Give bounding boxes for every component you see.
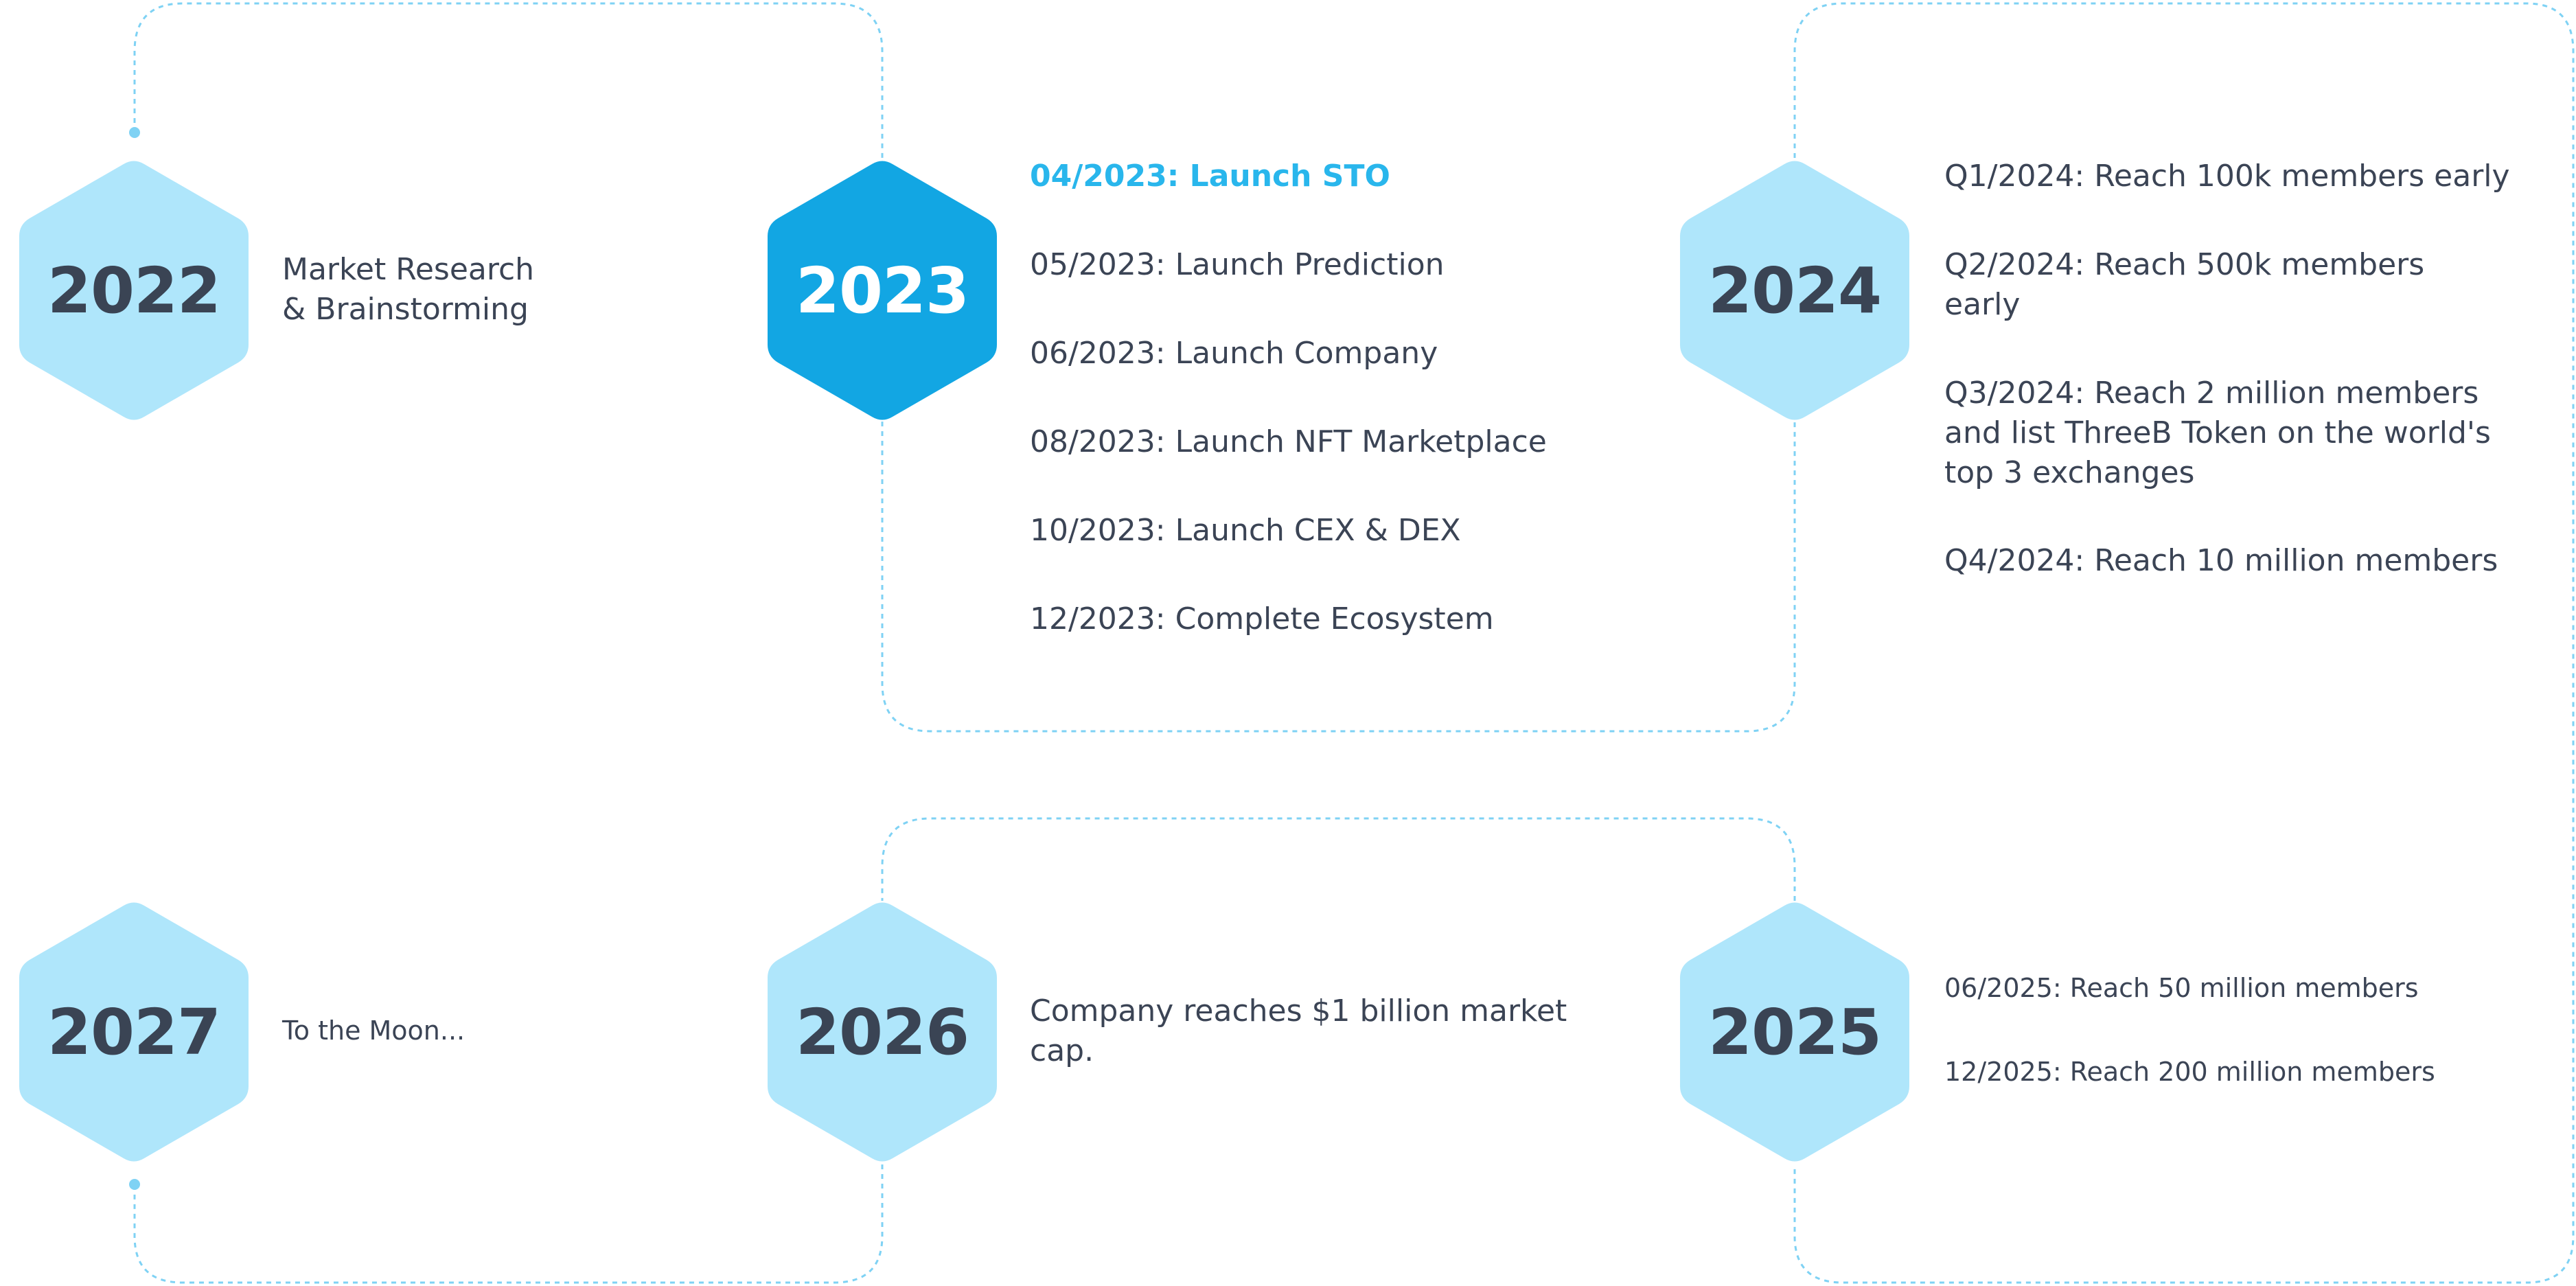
hexagon-2025: 2025 <box>1680 899 1909 1164</box>
hexagon-shape <box>19 902 249 1162</box>
year-label: 2027 <box>47 995 221 1069</box>
milestone-2024-item: Q4/2024: Reach 10 million members <box>1944 541 2498 581</box>
milestone-2024-item: Q2/2024: Reach 500k members early <box>1944 245 2424 325</box>
milestone-line: Market Research <box>282 252 535 287</box>
connector-2023-2024 <box>881 422 1796 733</box>
connector-start-dot <box>129 127 140 138</box>
hexagon-shape <box>1680 161 1909 420</box>
milestone-line: early <box>1944 287 2021 322</box>
connector-end-dot <box>129 1179 140 1190</box>
milestone-2027: To the Moon... <box>282 1015 465 1046</box>
milestone-line: cap. <box>1030 1033 1094 1068</box>
milestone-2023-item: 12/2023: Complete Ecosystem <box>1030 601 1494 636</box>
year-label: 2025 <box>1707 995 1882 1069</box>
milestone-line: Q4/2024: Reach 10 million members <box>1944 543 2498 578</box>
milestone-line: top 3 exchanges <box>1944 455 2195 490</box>
milestone-2024-item: Q3/2024: Reach 2 million members and lis… <box>1944 374 2491 493</box>
hexagon-shape <box>768 161 997 420</box>
connector-2025-2026 <box>881 817 1796 901</box>
milestone-line: & Brainstorming <box>282 292 529 327</box>
hexagon-shape <box>768 902 997 1162</box>
hexagon-2026: 2026 <box>768 899 997 1164</box>
connector-2026-2027 <box>133 1164 884 1284</box>
hexagon-2024: 2024 <box>1680 158 1909 423</box>
hexagon-shape <box>19 161 249 420</box>
year-label: 2023 <box>795 253 969 328</box>
milestone-2023-item: 05/2023: Launch Prediction <box>1030 247 1445 282</box>
milestone-line: Company reaches $1 billion market <box>1030 994 1567 1029</box>
year-label: 2024 <box>1707 253 1882 328</box>
hexagon-2022: 2022 <box>19 158 249 423</box>
hexagon-2023: 2023 <box>768 158 997 423</box>
milestone-2022: Market Research & Brainstorming <box>282 250 534 330</box>
milestone-2023-item: 08/2023: Launch NFT Marketplace <box>1030 424 1547 459</box>
hexagon-shape <box>1680 902 1909 1162</box>
hexagon-2027: 2027 <box>19 899 249 1164</box>
milestone-line: Q2/2024: Reach 500k members <box>1944 247 2425 282</box>
milestone-2025-item: 06/2025: Reach 50 million members <box>1944 973 2419 1003</box>
milestone-2023-item: 10/2023: Launch CEX & DEX <box>1030 513 1461 548</box>
milestone-2025-item: 12/2025: Reach 200 million members <box>1944 1057 2435 1087</box>
milestone-line: Q3/2024: Reach 2 million members <box>1944 376 2479 411</box>
year-label: 2022 <box>47 253 221 328</box>
year-label: 2026 <box>795 995 969 1069</box>
milestone-2026: Company reaches $1 billion market cap. <box>1030 991 1567 1071</box>
milestone-2023-item: 06/2023: Launch Company <box>1030 336 1438 371</box>
milestone-line: and list ThreeB Token on the world's <box>1944 415 2491 450</box>
milestone-line: Q1/2024: Reach 100k members early <box>1944 159 2510 194</box>
connector-2024-2025 <box>1793 2 2575 1284</box>
connector-2022-2023 <box>133 2 884 158</box>
milestone-2023-item-highlight: 04/2023: Launch STO <box>1030 159 1390 194</box>
milestone-2024-item: Q1/2024: Reach 100k members early <box>1944 157 2510 196</box>
